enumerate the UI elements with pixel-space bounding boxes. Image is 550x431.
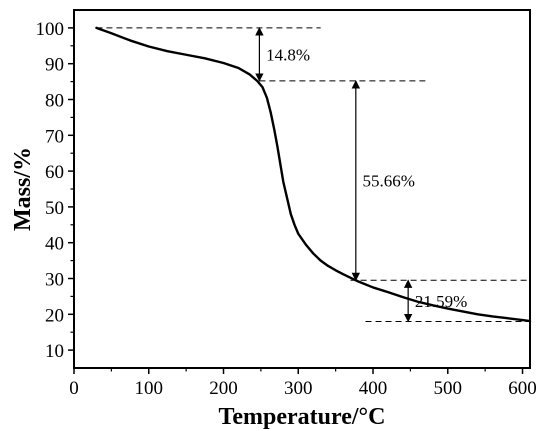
mass-loss-curve	[95, 26, 532, 323]
mass-loss-label: 55.66%	[363, 172, 415, 191]
mass-loss-label: 21.59%	[415, 292, 467, 311]
y-axis-ticks: 10 20 30 40 50 60 70 80 90 100	[36, 19, 74, 362]
x-axis-ticks: 0 100 200 300 400 500 600	[69, 368, 537, 399]
x-tick-label: 200	[209, 378, 238, 399]
y-tick-label: 50	[45, 198, 64, 219]
x-tick-label: 0	[69, 378, 79, 399]
x-tick-label: 600	[508, 378, 537, 399]
mass-loss-label: 14.8%	[266, 45, 310, 64]
curve-layer	[95, 26, 532, 323]
y-tick-label: 10	[45, 341, 64, 362]
y-tick-label: 90	[45, 55, 64, 76]
x-tick-label: 400	[359, 378, 388, 399]
x-axis-title: Temperature/°C	[219, 404, 386, 430]
y-axis-title: Mass/%	[10, 147, 36, 231]
reference-lines	[96, 27, 530, 322]
annotation-layer: 14.8% 55.66% 21.59%	[255, 27, 467, 323]
y-tick-label: 100	[36, 19, 65, 40]
x-tick-label: 100	[135, 378, 164, 399]
x-tick-label: 500	[434, 378, 463, 399]
y-tick-label: 70	[45, 126, 64, 147]
y-tick-label: 60	[45, 162, 64, 183]
x-tick-label: 300	[284, 378, 313, 399]
y-tick-label: 30	[45, 270, 64, 291]
y-tick-label: 40	[45, 234, 64, 255]
y-tick-label: 80	[45, 91, 64, 112]
y-tick-label: 20	[45, 305, 64, 326]
